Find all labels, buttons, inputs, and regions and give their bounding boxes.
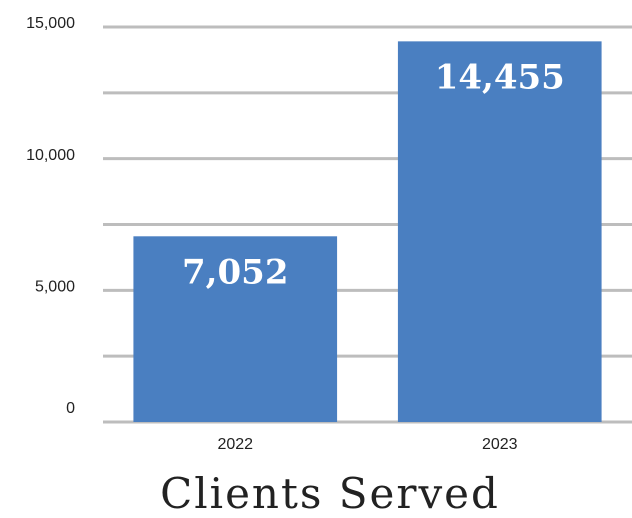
y-tick-label: 0	[66, 400, 75, 417]
chart-title: Clients Served	[160, 469, 500, 518]
bar	[133, 236, 338, 422]
x-tick-label: 2022	[217, 436, 253, 453]
value-label: 14,455	[435, 57, 565, 97]
bar	[397, 41, 602, 423]
x-tick-label: 2023	[482, 436, 518, 453]
y-tick-label: 15,000	[26, 15, 75, 32]
y-tick-label: 5,000	[35, 279, 75, 296]
value-label: 7,052	[182, 252, 288, 292]
y-tick-label: 10,000	[26, 147, 75, 164]
